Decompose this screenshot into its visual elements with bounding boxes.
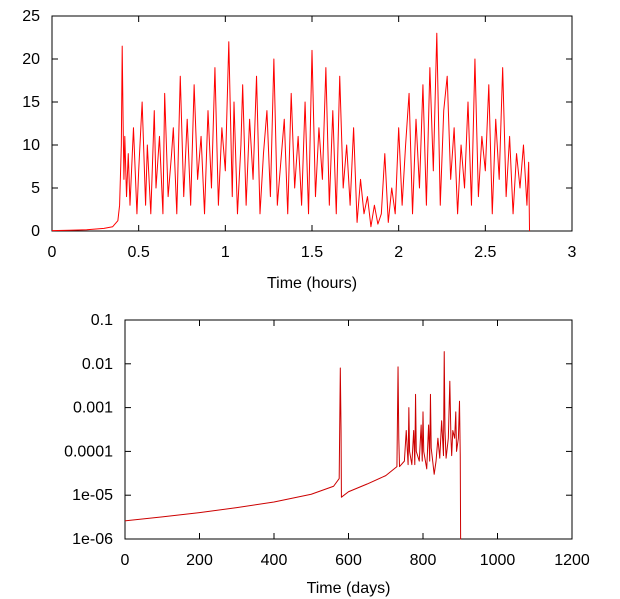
chart-1-series-line-0	[124, 351, 462, 540]
chart-0-x-tick-label: 2.5	[474, 244, 496, 261]
chart-1-y-tick-label: 0.001	[73, 400, 113, 417]
chart-1-x-tick-label: 200	[186, 552, 213, 569]
chart-1-x-tick-label: 800	[410, 552, 437, 569]
chart-1-y-tick-label: 1e-06	[72, 531, 113, 548]
chart-1-y-tick-label: 0.1	[91, 312, 113, 329]
bottom-chart: 0 200 400 600 800 1000 1200 1e-06 1e-05 0.0001 0.0…	[64, 312, 590, 597]
chart-0-y-tick-label: 10	[22, 137, 40, 154]
chart-0-x-tick-label: 2	[394, 244, 403, 261]
chart-1-x-axis-title: Time (days)	[307, 580, 391, 597]
chart-0-y-tick-label: 15	[22, 94, 40, 111]
chart-0-x-tick-label: 0.5	[128, 244, 150, 261]
chart-0-x-tick-label: 1.5	[301, 244, 323, 261]
chart-0-series-line-0	[51, 32, 531, 232]
chart-0-y-tick-label: 25	[22, 8, 40, 25]
chart-0-y-tick-label: 0	[31, 223, 40, 240]
chart-0-x-tick-label: 1	[221, 244, 230, 261]
chart-0-x-tick-label: 3	[568, 244, 577, 261]
chart-1-y-tick-label: 1e-05	[72, 487, 113, 504]
top-chart: 0 0.5 1 1.5 2 2.5 3 0 5 10 15 20 25 Time (hours)	[22, 8, 576, 292]
chart-1-y-tick-label: 0.0001	[64, 443, 113, 460]
chart-0-x-axis-title: Time (hours)	[267, 275, 357, 292]
chart-0-x-tick-label: 0	[48, 244, 57, 261]
chart-0-y-tick-label: 20	[22, 51, 40, 68]
chart-1-x-tick-label: 400	[261, 552, 288, 569]
chart-1-plot-frame	[124, 319, 573, 540]
chart-1-y-tick-label: 0.01	[82, 356, 113, 373]
chart-1-x-tick-label: 600	[335, 552, 362, 569]
chart-0-y-tick-label: 5	[31, 180, 40, 197]
chart-1-x-tick-label: 0	[121, 552, 130, 569]
chart-1-x-tick-label: 1200	[554, 552, 590, 569]
chart-1-x-tick-label: 1000	[480, 552, 516, 569]
